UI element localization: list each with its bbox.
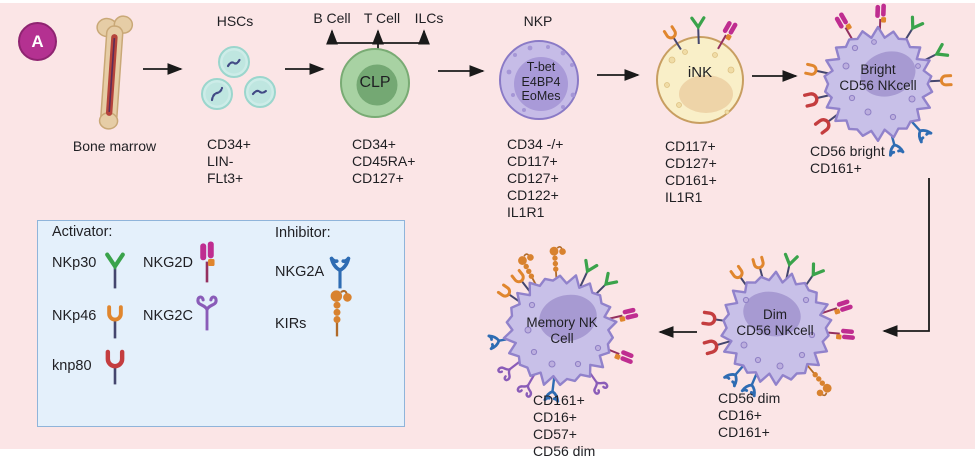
marker-line: CD16+ xyxy=(718,407,762,423)
nkp-label: NKP xyxy=(523,13,553,29)
legend-item-nkp30: NKp30 xyxy=(52,255,97,271)
marker-line: LIN- xyxy=(207,153,234,169)
legend-item-nkg2a: NKG2A xyxy=(275,264,325,280)
marker-line: CD34 -/+ xyxy=(507,136,564,152)
clp-label: CLP xyxy=(359,74,391,91)
bright-nk-cell-icon xyxy=(802,2,953,157)
marker-line: CD127+ xyxy=(507,170,559,186)
marker-line: CD161+ xyxy=(810,160,862,176)
nkp-cell-icon xyxy=(499,40,579,120)
legend-item-knp80: knp80 xyxy=(52,358,92,374)
branch-bracket xyxy=(326,29,430,49)
memory-nk-label-line1: Memory NK xyxy=(526,315,598,330)
marker-line: CD56 dim xyxy=(718,390,781,406)
bone-marrow-icon xyxy=(96,15,134,130)
marker-line: CD34+ xyxy=(207,136,251,152)
hsc-cells-icon xyxy=(201,46,276,110)
hsc-label: HSCs xyxy=(216,13,254,29)
legend-item-nkp46: NKp46 xyxy=(52,308,97,324)
marker-line: CD161+ xyxy=(533,392,585,408)
marker-line: FLt3+ xyxy=(207,170,244,186)
panel-label: A xyxy=(18,22,57,61)
blue-fork-receptor-icon xyxy=(329,256,351,291)
legend-item-kirs: KIRs xyxy=(275,316,307,332)
dim-nk-label-line2: CD56 NKcell xyxy=(736,323,814,338)
bright-markers: CD56 bright CD161+ xyxy=(810,143,885,177)
marker-line: CD57+ xyxy=(533,426,577,442)
branch-label-tcell: T Cell xyxy=(363,10,401,26)
ink-label: iNK xyxy=(687,64,713,81)
nkp-factors: T-bet E4BP4 EoMes xyxy=(504,60,578,104)
marker-line: CD161+ xyxy=(665,172,717,188)
marker-line: CD117+ xyxy=(665,138,716,154)
memory-nk-cell-icon xyxy=(487,245,640,403)
marker-line: CD122+ xyxy=(507,187,559,203)
marker-line: CD45RA+ xyxy=(352,153,416,169)
legend-item-nkg2c: NKG2C xyxy=(143,308,193,324)
nkp-markers: CD34 -/+ CD117+ CD127+ CD122+ IL1R1 xyxy=(507,136,563,221)
dim-nk-cell-icon xyxy=(701,252,857,401)
orange-bead-receptor-icon xyxy=(329,289,352,338)
clp-markers: CD34+ CD45RA+ CD127+ xyxy=(352,136,415,187)
marker-line: CD161+ xyxy=(718,424,770,440)
dim-nk-label: Dim CD56 NKcell xyxy=(722,307,828,339)
nkp-factor: T-bet xyxy=(526,60,556,74)
hsc-markers: CD34+ LIN- FLt3+ xyxy=(207,136,251,187)
marker-line: IL1R1 xyxy=(507,204,545,220)
clp-cell-icon xyxy=(340,48,410,118)
legend-item-nkg2d: NKG2D xyxy=(143,255,193,271)
bright-nk-label-line2: CD56 NKcell xyxy=(839,78,917,93)
branch-label-ilcs: ILCs xyxy=(414,10,444,26)
memory-markers: CD161+ CD16+ CD57+ CD56 dim xyxy=(533,392,595,460)
branch-label-bcell: B Cell xyxy=(313,10,351,26)
marker-line: CD16+ xyxy=(533,409,577,425)
nkp-factor: E4BP4 xyxy=(521,74,561,89)
marker-line: CD56 bright xyxy=(810,143,885,159)
magenta-block-receptor-icon xyxy=(198,240,216,284)
bright-nk-label: Bright CD56 NKcell xyxy=(826,62,930,94)
marker-line: IL1R1 xyxy=(665,189,703,205)
orange-hook-receptor-icon xyxy=(107,305,123,341)
dim-nk-label-line1: Dim xyxy=(763,307,787,322)
purple-curl-receptor-icon xyxy=(196,295,218,332)
legend-box xyxy=(37,220,405,427)
marker-line: CD127+ xyxy=(665,155,717,171)
ink-cell-icon xyxy=(656,16,744,124)
legend-activator-title: Activator: xyxy=(52,224,113,240)
green-y-receptor-icon xyxy=(100,246,130,294)
marker-line: CD117+ xyxy=(507,153,558,169)
bone-marrow-label: Bone marrow xyxy=(72,138,157,154)
marker-line: CD56 dim xyxy=(533,443,596,459)
dim-markers: CD56 dim CD16+ CD161+ xyxy=(718,390,780,441)
marker-line: CD127+ xyxy=(352,170,404,186)
memory-nk-label-line2: Cell xyxy=(550,331,574,346)
bright-nk-label-line1: Bright xyxy=(860,62,896,77)
legend-inhibitor-title: Inhibitor: xyxy=(275,225,331,241)
ink-markers: CD117+ CD127+ CD161+ IL1R1 xyxy=(665,138,717,206)
marker-line: CD34+ xyxy=(352,136,396,152)
memory-nk-label: Memory NK Cell xyxy=(510,315,614,347)
flow-arrow-6 xyxy=(882,178,930,337)
red-hook-receptor-icon xyxy=(100,342,130,390)
nkp-factor: EoMes xyxy=(521,89,561,103)
